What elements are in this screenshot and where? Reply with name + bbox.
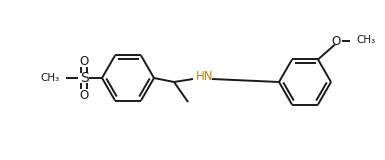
Text: O: O bbox=[331, 35, 341, 48]
Text: CH₃: CH₃ bbox=[41, 73, 60, 83]
Text: HN: HN bbox=[196, 69, 214, 83]
Text: O: O bbox=[79, 88, 89, 101]
Text: CH₃: CH₃ bbox=[356, 36, 375, 45]
Text: O: O bbox=[79, 55, 89, 68]
Text: S: S bbox=[80, 71, 89, 85]
